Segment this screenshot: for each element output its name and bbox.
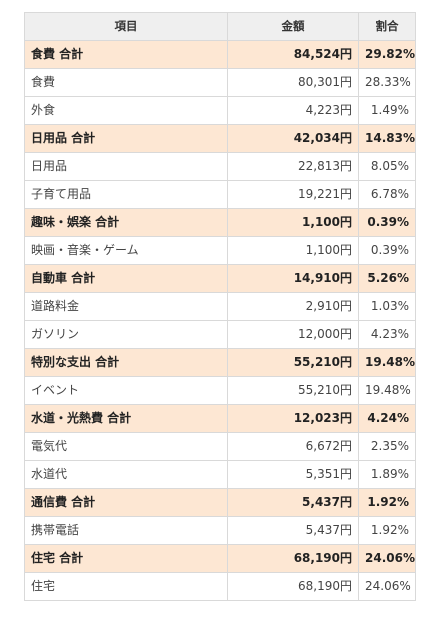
amount-cell: 4,223円 — [227, 96, 359, 125]
table-row: 日用品 22,813円 8.05% — [24, 152, 416, 181]
category-total-row: 通信費 合計 5,437円 1.92% — [24, 488, 416, 517]
ratio-cell: 19.48% — [358, 348, 416, 377]
ratio-cell: 5.26% — [358, 264, 416, 293]
category-total-row: 食費 合計 84,524円 29.82% — [24, 40, 416, 69]
item-cell: 住宅 — [24, 572, 228, 601]
amount-cell: 68,190円 — [227, 572, 359, 601]
amount-cell: 80,301円 — [227, 68, 359, 97]
category-total-row: 自動車 合計 14,910円 5.26% — [24, 264, 416, 293]
amount-cell: 2,910円 — [227, 292, 359, 321]
table-row: 道路料金 2,910円 1.03% — [24, 292, 416, 321]
category-total-row: 水道・光熱費 合計 12,023円 4.24% — [24, 404, 416, 433]
amount-cell: 55,210円 — [227, 348, 359, 377]
ratio-cell: 4.23% — [358, 320, 416, 349]
ratio-cell: 0.39% — [358, 236, 416, 265]
amount-cell: 84,524円 — [227, 40, 359, 69]
item-cell: 道路料金 — [24, 292, 228, 321]
amount-cell: 6,672円 — [227, 432, 359, 461]
table-row: イベント 55,210円 19.48% — [24, 376, 416, 405]
table-row: ガソリン 12,000円 4.23% — [24, 320, 416, 349]
category-total-row: 日用品 合計 42,034円 14.83% — [24, 124, 416, 153]
item-cell: 食費 合計 — [24, 40, 228, 69]
table-header: 項目 金額 割合 — [24, 12, 416, 41]
item-cell: 日用品 合計 — [24, 124, 228, 153]
amount-cell: 22,813円 — [227, 152, 359, 181]
category-total-row: 趣味・娯楽 合計 1,100円 0.39% — [24, 208, 416, 237]
header-item: 項目 — [24, 12, 228, 41]
ratio-cell: 1.89% — [358, 460, 416, 489]
ratio-cell: 1.49% — [358, 96, 416, 125]
ratio-cell: 19.48% — [358, 376, 416, 405]
item-cell: 住宅 合計 — [24, 544, 228, 573]
expense-breakdown-table: 項目 金額 割合 食費 合計 84,524円 29.82% 食費 80,301円 28.3… — [24, 12, 416, 601]
category-total-row: 住宅 合計 68,190円 24.06% — [24, 544, 416, 573]
table-row: 外食 4,223円 1.49% — [24, 96, 416, 125]
item-cell: 電気代 — [24, 432, 228, 461]
table-body: 食費 合計 84,524円 29.82% 食費 80,301円 28.33% 外食 4,223… — [24, 40, 416, 601]
ratio-cell: 0.39% — [358, 208, 416, 237]
ratio-cell: 1.92% — [358, 488, 416, 517]
ratio-cell: 8.05% — [358, 152, 416, 181]
ratio-cell: 2.35% — [358, 432, 416, 461]
header-row: 項目 金額 割合 — [24, 12, 416, 41]
amount-cell: 14,910円 — [227, 264, 359, 293]
amount-cell: 55,210円 — [227, 376, 359, 405]
item-cell: 趣味・娯楽 合計 — [24, 208, 228, 237]
amount-cell: 68,190円 — [227, 544, 359, 573]
ratio-cell: 29.82% — [358, 40, 416, 69]
table-row: 映画・音楽・ゲーム 1,100円 0.39% — [24, 236, 416, 265]
item-cell: 外食 — [24, 96, 228, 125]
item-cell: イベント — [24, 376, 228, 405]
table-row: 水道代 5,351円 1.89% — [24, 460, 416, 489]
table-row: 携帯電話 5,437円 1.92% — [24, 516, 416, 545]
ratio-cell: 28.33% — [358, 68, 416, 97]
item-cell: 子育て用品 — [24, 180, 228, 209]
ratio-cell: 6.78% — [358, 180, 416, 209]
item-cell: 自動車 合計 — [24, 264, 228, 293]
item-cell: 映画・音楽・ゲーム — [24, 236, 228, 265]
ratio-cell: 24.06% — [358, 544, 416, 573]
table-row: 子育て用品 19,221円 6.78% — [24, 180, 416, 209]
ratio-cell: 24.06% — [358, 572, 416, 601]
ratio-cell: 1.92% — [358, 516, 416, 545]
ratio-cell: 4.24% — [358, 404, 416, 433]
item-cell: 日用品 — [24, 152, 228, 181]
expense-breakdown-table-container: 項目 金額 割合 食費 合計 84,524円 29.82% 食費 80,301円 28.3… — [24, 12, 416, 601]
item-cell: 特別な支出 合計 — [24, 348, 228, 377]
header-amount: 金額 — [227, 12, 359, 41]
table-row: 食費 80,301円 28.33% — [24, 68, 416, 97]
item-cell: 携帯電話 — [24, 516, 228, 545]
header-ratio: 割合 — [358, 12, 416, 41]
amount-cell: 19,221円 — [227, 180, 359, 209]
item-cell: 水道・光熱費 合計 — [24, 404, 228, 433]
item-cell: 食費 — [24, 68, 228, 97]
amount-cell: 12,023円 — [227, 404, 359, 433]
amount-cell: 42,034円 — [227, 124, 359, 153]
ratio-cell: 1.03% — [358, 292, 416, 321]
table-row: 住宅 68,190円 24.06% — [24, 572, 416, 601]
amount-cell: 1,100円 — [227, 236, 359, 265]
amount-cell: 1,100円 — [227, 208, 359, 237]
ratio-cell: 14.83% — [358, 124, 416, 153]
amount-cell: 5,351円 — [227, 460, 359, 489]
amount-cell: 12,000円 — [227, 320, 359, 349]
table-row: 電気代 6,672円 2.35% — [24, 432, 416, 461]
item-cell: 通信費 合計 — [24, 488, 228, 517]
amount-cell: 5,437円 — [227, 516, 359, 545]
item-cell: 水道代 — [24, 460, 228, 489]
category-total-row: 特別な支出 合計 55,210円 19.48% — [24, 348, 416, 377]
amount-cell: 5,437円 — [227, 488, 359, 517]
item-cell: ガソリン — [24, 320, 228, 349]
